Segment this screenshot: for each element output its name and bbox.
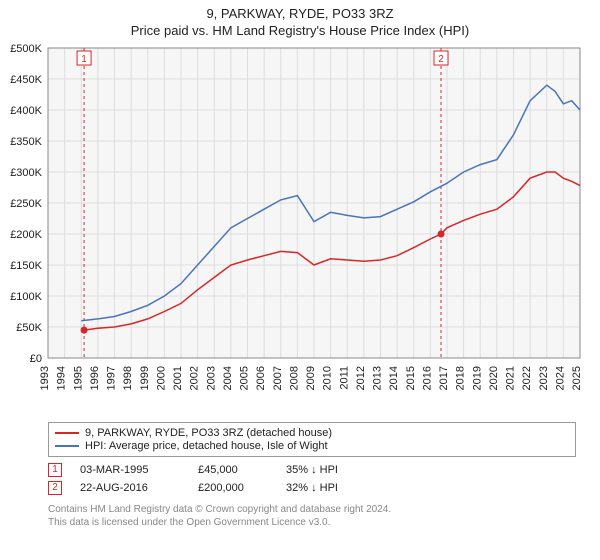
svg-text:£150K: £150K bbox=[10, 260, 42, 272]
svg-text:2001: 2001 bbox=[172, 366, 184, 390]
svg-text:2018: 2018 bbox=[455, 366, 467, 390]
chart-title-address: 9, PARKWAY, RYDE, PO33 3RZ bbox=[0, 6, 600, 21]
chart-title-sub: Price paid vs. HM Land Registry's House … bbox=[0, 23, 600, 38]
legend-row: 9, PARKWAY, RYDE, PO33 3RZ (detached hou… bbox=[55, 427, 569, 439]
svg-text:2000: 2000 bbox=[155, 366, 167, 390]
svg-text:£250K: £250K bbox=[10, 198, 42, 210]
svg-text:1993: 1993 bbox=[39, 366, 51, 390]
svg-text:2010: 2010 bbox=[322, 366, 334, 390]
svg-text:2003: 2003 bbox=[205, 366, 217, 390]
svg-text:1995: 1995 bbox=[72, 366, 84, 390]
svg-text:1: 1 bbox=[81, 54, 87, 65]
sale-row: 2 22-AUG-2016 £200,000 32% ↓ HPI bbox=[48, 481, 576, 495]
svg-text:2009: 2009 bbox=[305, 366, 317, 390]
footer-line2: This data is licensed under the Open Gov… bbox=[48, 516, 576, 529]
sale-hpi: 35% ↓ HPI bbox=[286, 464, 338, 476]
svg-text:2004: 2004 bbox=[222, 366, 234, 390]
svg-text:2: 2 bbox=[438, 54, 444, 65]
svg-text:£300K: £300K bbox=[10, 167, 42, 179]
svg-text:2019: 2019 bbox=[471, 366, 483, 390]
sales-list: 1 03-MAR-1995 £45,000 35% ↓ HPI 2 22-AUG-2016… bbox=[48, 463, 576, 495]
svg-text:2014: 2014 bbox=[388, 366, 400, 390]
sale-marker-box: 2 bbox=[48, 481, 62, 495]
legend-swatch bbox=[55, 445, 79, 447]
svg-text:2005: 2005 bbox=[239, 366, 251, 390]
svg-text:2024: 2024 bbox=[554, 366, 566, 390]
legend-label: 9, PARKWAY, RYDE, PO33 3RZ (detached hou… bbox=[85, 427, 332, 439]
svg-text:2022: 2022 bbox=[521, 366, 533, 390]
legend-label: HPI: Average price, detached house, Isle… bbox=[85, 440, 328, 452]
svg-text:2012: 2012 bbox=[355, 366, 367, 390]
svg-text:2016: 2016 bbox=[421, 366, 433, 390]
svg-text:2025: 2025 bbox=[571, 366, 583, 390]
svg-text:£50K: £50K bbox=[16, 322, 42, 334]
svg-text:2021: 2021 bbox=[505, 366, 517, 390]
svg-text:2006: 2006 bbox=[255, 366, 267, 390]
svg-text:2011: 2011 bbox=[338, 366, 350, 390]
chart-area: £0 £50K £100K £150K £200K £250K £300K £350K £400… bbox=[0, 38, 600, 418]
legend-row: HPI: Average price, detached house, Isle… bbox=[55, 440, 569, 452]
legend: 9, PARKWAY, RYDE, PO33 3RZ (detached hou… bbox=[48, 422, 576, 457]
sale-price: £200,000 bbox=[198, 482, 268, 494]
svg-text:2008: 2008 bbox=[288, 366, 300, 390]
svg-text:2007: 2007 bbox=[272, 366, 284, 390]
sale-marker-box: 1 bbox=[48, 463, 62, 477]
svg-text:2002: 2002 bbox=[189, 366, 201, 390]
sale-price: £45,000 bbox=[198, 464, 268, 476]
svg-text:2023: 2023 bbox=[538, 366, 550, 390]
svg-text:£0: £0 bbox=[30, 353, 42, 365]
svg-text:2020: 2020 bbox=[488, 366, 500, 390]
svg-text:£400K: £400K bbox=[10, 105, 42, 117]
svg-text:£100K: £100K bbox=[10, 291, 42, 303]
sale-hpi: 32% ↓ HPI bbox=[286, 482, 338, 494]
sale-row: 1 03-MAR-1995 £45,000 35% ↓ HPI bbox=[48, 463, 576, 477]
sale-date: 03-MAR-1995 bbox=[80, 464, 180, 476]
footer-line1: Contains HM Land Registry data © Crown c… bbox=[48, 503, 576, 516]
svg-text:1996: 1996 bbox=[89, 366, 101, 390]
svg-text:1994: 1994 bbox=[56, 366, 68, 390]
svg-text:2017: 2017 bbox=[438, 366, 450, 390]
svg-text:1999: 1999 bbox=[139, 366, 151, 390]
svg-text:£200K: £200K bbox=[10, 229, 42, 241]
svg-text:2015: 2015 bbox=[405, 366, 417, 390]
svg-text:£350K: £350K bbox=[10, 136, 42, 148]
svg-text:2013: 2013 bbox=[372, 366, 384, 390]
svg-text:£450K: £450K bbox=[10, 74, 42, 86]
svg-text:1998: 1998 bbox=[122, 366, 134, 390]
svg-text:£500K: £500K bbox=[10, 43, 42, 55]
sale-date: 22-AUG-2016 bbox=[80, 482, 180, 494]
legend-swatch bbox=[55, 432, 79, 434]
svg-text:1997: 1997 bbox=[106, 366, 118, 390]
footer-attribution: Contains HM Land Registry data © Crown c… bbox=[48, 503, 576, 529]
